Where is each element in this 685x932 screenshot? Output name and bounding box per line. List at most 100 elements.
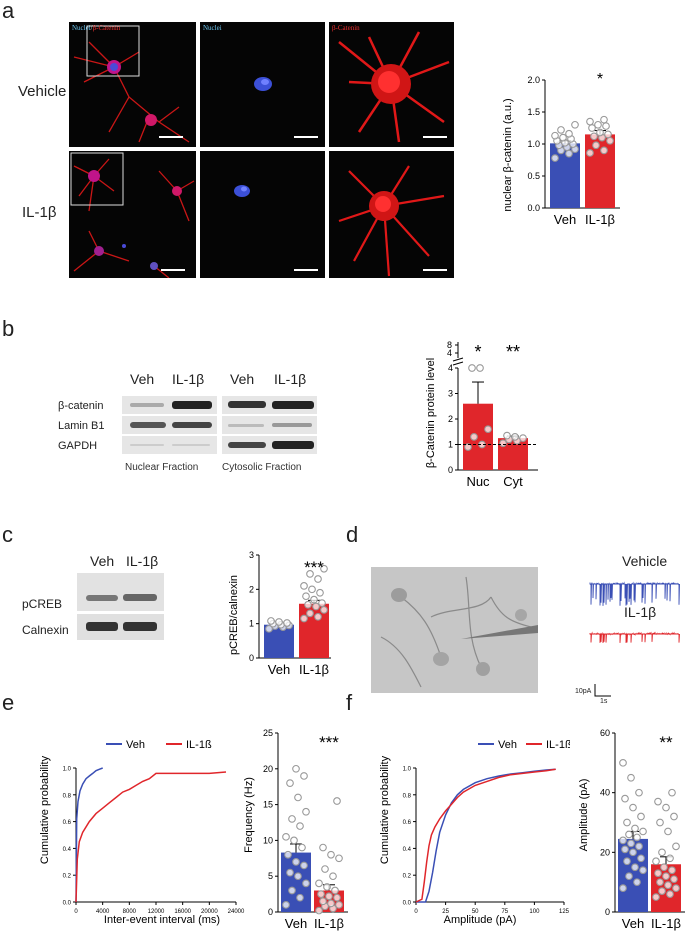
data-point	[658, 848, 666, 857]
label-nuclei: Nuclei	[72, 24, 91, 32]
data-point	[662, 872, 670, 881]
data-point	[668, 866, 676, 875]
c-lane-label-il1b: IL-1β	[126, 553, 159, 569]
blot-cyt-catenin	[222, 396, 317, 414]
category-label: Cyt	[503, 474, 523, 489]
c-lane-label-veh: Veh	[90, 553, 115, 569]
data-point	[294, 793, 302, 802]
data-point	[606, 136, 614, 145]
series-line-1	[415, 768, 556, 903]
x-tick-label: 12000	[148, 909, 165, 915]
blot-row-catenin: β-catenin	[58, 400, 104, 412]
y-tick-label: 3	[249, 550, 254, 560]
lane-label-veh-2: Veh	[230, 371, 255, 387]
x-tick-label: 50	[472, 909, 479, 915]
data-point	[619, 884, 627, 892]
panel-label-c: c	[2, 522, 13, 547]
lane-label-veh-1: Veh	[130, 371, 155, 387]
data-point	[296, 893, 304, 902]
row-label-vehicle: Vehicle	[18, 83, 67, 100]
data-point	[672, 884, 680, 892]
data-point	[314, 575, 322, 583]
blot-cyt-lamin	[222, 416, 317, 434]
y-tick-label: 1	[249, 619, 254, 629]
data-point	[590, 132, 598, 141]
y-tick-label: 2	[249, 584, 254, 594]
y-tick-label: 0.0	[403, 901, 412, 907]
data-point	[316, 588, 324, 597]
data-point	[666, 854, 674, 863]
y-tick-label: 0.0	[527, 203, 540, 213]
data-point	[267, 617, 275, 625]
y-tick-label: 0.8	[403, 793, 412, 799]
y-tick-label: 0.2	[403, 874, 412, 880]
scale-label-x: 1s	[600, 698, 608, 705]
data-point	[621, 794, 629, 803]
y-tick-label: 25	[263, 728, 273, 738]
y-break-tick-label: 8	[447, 340, 452, 350]
data-point	[565, 129, 573, 138]
data-point	[511, 432, 519, 441]
label-catenin: β-Catenin	[92, 24, 121, 32]
data-point	[639, 827, 647, 836]
blot-row-lamin: Lamin B1	[58, 420, 105, 432]
category-label: IL-1β	[314, 916, 344, 931]
chart-f-cum-xlabel: Amplitude (pA)	[444, 914, 517, 926]
data-point	[551, 154, 559, 162]
data-point	[327, 850, 335, 859]
y-tick-label: 0.5	[527, 171, 540, 181]
c-blot-row-pcreb: pCREB	[22, 597, 63, 611]
data-point	[310, 595, 318, 604]
y-tick-label: 1	[448, 440, 453, 450]
data-point	[292, 764, 300, 773]
x-tick-label: 8000	[123, 909, 137, 915]
data-point	[296, 822, 304, 830]
significance-marker: *	[474, 342, 481, 362]
data-point	[476, 364, 484, 372]
data-point	[320, 606, 328, 614]
y-tick-label: 60	[600, 728, 610, 738]
category-label: Veh	[285, 916, 307, 931]
data-point	[284, 850, 292, 859]
data-point	[672, 842, 680, 851]
data-point	[623, 818, 631, 827]
data-point	[551, 131, 559, 140]
label-nuclei-col: Nuclei	[203, 24, 222, 32]
micrograph-il1b-catenin	[329, 151, 454, 278]
chart-e-bar: Frequency (Hz) 0 5 10 15 20 25 Veh IL-1β ***	[243, 728, 348, 931]
y-tick-label: 0.4	[403, 847, 412, 853]
data-point	[670, 812, 678, 821]
x-tick-label: 0	[414, 909, 418, 915]
data-point	[571, 120, 579, 129]
data-point	[306, 570, 314, 578]
data-point	[327, 899, 335, 908]
x-tick-label: 100	[529, 909, 540, 915]
panel-label-d: d	[346, 522, 359, 547]
data-point	[602, 122, 610, 130]
data-point	[627, 773, 635, 782]
chart-a-ylabel: nuclear β-catenin (a.u.)	[502, 98, 514, 211]
y-tick-label: 20	[600, 847, 610, 857]
data-point	[288, 886, 296, 895]
data-point	[283, 619, 291, 627]
data-point	[633, 833, 641, 842]
data-point	[625, 830, 633, 839]
chart-e-bar-ylabel: Frequency (Hz)	[243, 777, 255, 853]
bar-Nuc	[463, 403, 493, 470]
y-tick-label: 40	[600, 788, 610, 798]
x-tick-label: 20000	[201, 909, 218, 915]
data-point	[635, 788, 643, 797]
blot-nuc-lamin	[122, 416, 217, 434]
data-point	[631, 863, 639, 872]
data-point	[470, 432, 478, 441]
data-point	[286, 868, 294, 877]
data-point	[315, 879, 323, 888]
data-point	[625, 872, 633, 881]
y-tick-label: 1.5	[527, 107, 540, 117]
data-point	[656, 878, 664, 887]
y-tick-label: 0.8	[63, 793, 72, 799]
fraction-label-cytosolic: Cytosolic Fraction	[222, 462, 302, 473]
x-tick-label: 0	[74, 909, 78, 915]
data-point	[314, 612, 322, 621]
